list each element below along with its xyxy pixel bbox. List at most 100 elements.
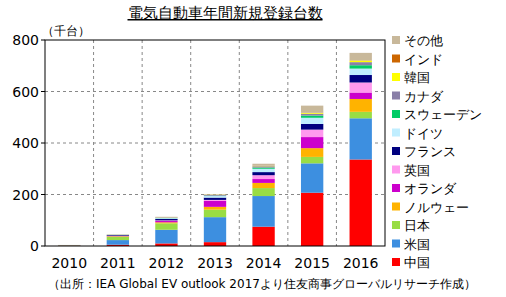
- legend-label: スウェーデン: [404, 107, 482, 122]
- grid-line-vertical: [287, 40, 288, 246]
- bar-segment: [107, 237, 129, 240]
- x-tick-label: 2012: [149, 255, 185, 271]
- y-tick-label: 600: [12, 84, 39, 100]
- bar-segment: [58, 244, 80, 245]
- y-tick-label: 0: [30, 238, 39, 254]
- bar-segment: [155, 230, 177, 244]
- bar-segment: [58, 244, 80, 245]
- bar-segment: [58, 245, 80, 246]
- chart: 電気自動車年間新規登録台数（千台）02004006008002010201120…: [0, 0, 506, 297]
- bar-segment: [155, 217, 177, 218]
- legend: その他インド韓国カナダスウェーデンドイツフランス英国オランダノルウェー日本米国中…: [392, 33, 482, 270]
- bar-segment: [350, 118, 372, 159]
- bar-segment: [155, 222, 177, 223]
- bar-segment: [252, 183, 274, 188]
- bar-segment: [350, 62, 372, 65]
- bar-segment: [107, 234, 129, 235]
- bar-segment: [252, 227, 274, 246]
- bar-segment: [107, 236, 129, 238]
- legend-swatch: [392, 166, 400, 174]
- bar-segment: [301, 163, 323, 192]
- bar-segment: [155, 218, 177, 220]
- legend-label: 中国: [404, 255, 430, 270]
- y-tick: [41, 246, 45, 247]
- bar-segment: [155, 220, 177, 222]
- legend-swatch: [392, 73, 400, 81]
- legend-swatch: [392, 221, 400, 229]
- bar-segment: [301, 106, 323, 113]
- bar-segment: [155, 221, 177, 222]
- bar-segment: [301, 148, 323, 157]
- legend-swatch: [392, 92, 400, 100]
- legend-swatch: [392, 258, 400, 266]
- bar-segment: [301, 118, 323, 124]
- bar-segment: [301, 124, 323, 130]
- y-tick: [41, 143, 45, 144]
- bar-segment: [204, 195, 226, 196]
- bar-segment: [107, 234, 129, 235]
- bar-segment: [58, 245, 80, 246]
- bar-segment: [58, 244, 80, 245]
- grid-line-vertical: [239, 40, 240, 246]
- bar-segment: [204, 198, 226, 200]
- bar-segment: [204, 194, 226, 195]
- y-axis-label: （千台）: [42, 24, 90, 38]
- bar-segment: [107, 235, 129, 236]
- legend-swatch: [392, 203, 400, 211]
- bar-segment: [204, 217, 226, 242]
- bar-segment: [107, 235, 129, 236]
- y-tick-label: 200: [12, 187, 39, 203]
- bar-segment: [107, 234, 129, 235]
- bar-segment: [252, 169, 274, 172]
- bar-segment: [204, 210, 226, 217]
- bar-segment: [252, 179, 274, 183]
- bars: [58, 53, 372, 246]
- bar-segment: [107, 240, 129, 245]
- grid-line-vertical: [93, 40, 94, 246]
- source-note: （出所：IEA Global EV outlook 2017より住友商事グローバ…: [48, 277, 476, 291]
- bar-segment: [350, 93, 372, 99]
- legend-label: オランダ: [404, 181, 457, 196]
- legend-label: 日本: [404, 218, 430, 233]
- grid-line-vertical: [336, 40, 337, 246]
- bar-segment: [204, 201, 226, 207]
- x-tick-label: 2010: [51, 255, 87, 271]
- legend-label: その他: [404, 33, 443, 48]
- bar-segment: [155, 217, 177, 218]
- bar-segment: [204, 242, 226, 246]
- bar-segment: [58, 245, 80, 246]
- bar-segment: [350, 53, 372, 60]
- bar-segment: [350, 99, 372, 112]
- grid-line: [45, 143, 385, 144]
- bar-segment: [58, 244, 80, 245]
- legend-swatch: [392, 147, 400, 155]
- bar-segment: [107, 234, 129, 235]
- bar-segment: [350, 159, 372, 246]
- bar-segment: [204, 194, 226, 196]
- y-tick-label: 400: [12, 135, 39, 151]
- bar-segment: [155, 217, 177, 218]
- bar-segment: [301, 114, 323, 116]
- bar-segment: [58, 244, 80, 245]
- bar-segment: [107, 235, 129, 237]
- legend-label: フランス: [404, 144, 456, 159]
- bar-segment: [252, 188, 274, 196]
- x-tick-label: 2014: [246, 255, 282, 271]
- bar-segment: [204, 200, 226, 201]
- bar-segment: [204, 207, 226, 210]
- bar-segment: [252, 168, 274, 169]
- bar-segment: [301, 157, 323, 163]
- legend-swatch: [392, 110, 400, 118]
- bar-segment: [155, 219, 177, 220]
- bar-segment: [252, 166, 274, 167]
- legend-label: 韓国: [404, 70, 430, 85]
- legend-swatch: [392, 184, 400, 192]
- bar-segment: [155, 217, 177, 218]
- y-tick-label: 800: [12, 32, 39, 48]
- y-tick: [41, 91, 45, 92]
- bar-segment: [58, 244, 80, 245]
- legend-swatch: [392, 36, 400, 44]
- bar-segment: [350, 112, 372, 118]
- legend-label: 米国: [404, 237, 430, 252]
- bar-segment: [155, 216, 177, 218]
